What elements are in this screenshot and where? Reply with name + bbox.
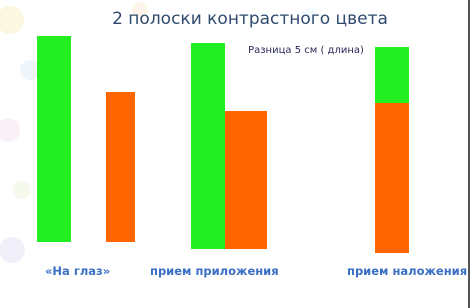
orange-bar — [225, 111, 267, 249]
orange-bar — [375, 103, 409, 253]
slide-title: 2 полоски контрастного цвета — [112, 9, 388, 29]
green-bar — [191, 43, 225, 249]
green-bar — [375, 47, 409, 103]
orange-bar — [106, 92, 135, 242]
label: прием приложения — [150, 264, 279, 278]
green-bar — [37, 36, 71, 242]
label: «На глаз» — [45, 264, 110, 278]
subtitle: Разница 5 см ( длина) — [248, 45, 364, 56]
label: прием наложения — [347, 264, 467, 278]
slide: 2 полоски контрастного цвета Разница 5 с… — [0, 0, 472, 308]
